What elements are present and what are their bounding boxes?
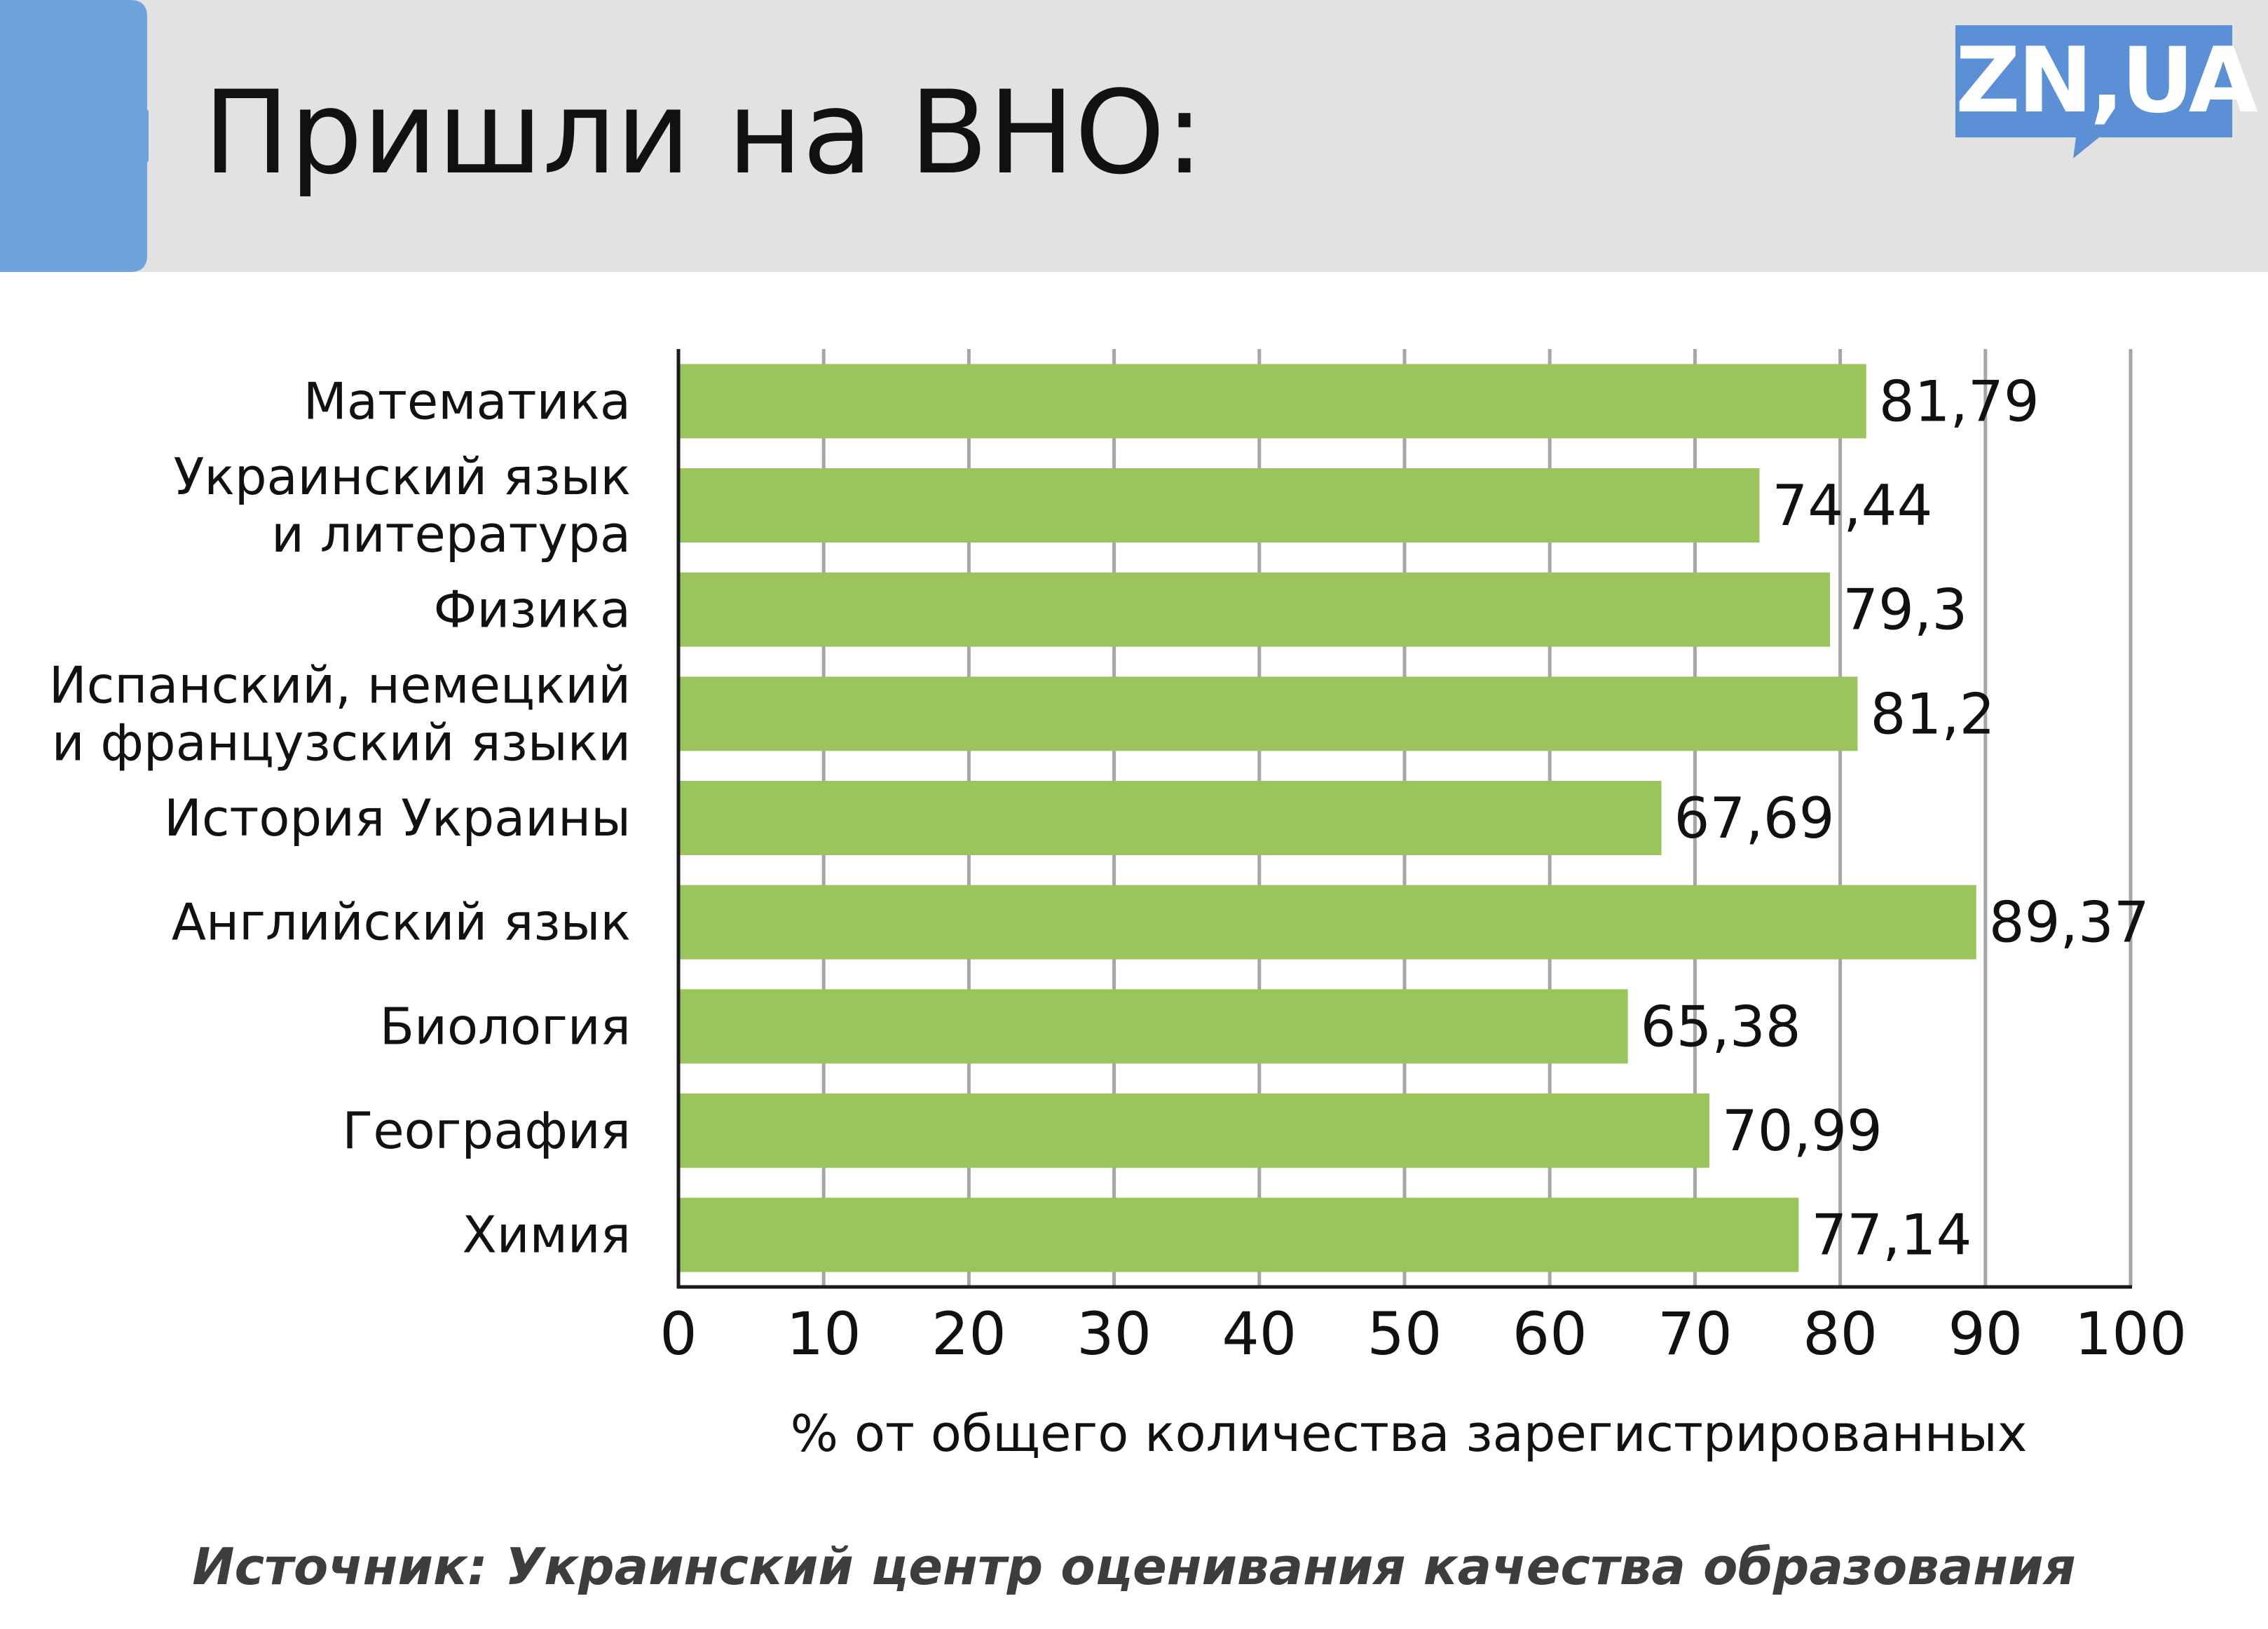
bars xyxy=(678,364,1976,1272)
x-tick-label: 50 xyxy=(1367,1300,1442,1368)
source-note: Источник: Украинский центр оценивания ка… xyxy=(192,1537,2076,1596)
data-label: 81,79 xyxy=(1879,369,2040,434)
category-label: Математика xyxy=(303,372,631,430)
category-label: География xyxy=(342,1101,631,1160)
page-title: Пришли на ВНО: xyxy=(203,66,1204,200)
x-tick-label: 60 xyxy=(1512,1300,1587,1368)
category-label: Испанский, немецкий и французский языки xyxy=(49,655,631,772)
category-label-line: Биология xyxy=(380,997,631,1056)
data-label: 79,3 xyxy=(1843,578,1967,643)
axes xyxy=(676,349,2132,1289)
category-label-line: Испанский, немецкий xyxy=(49,655,631,714)
x-tick-label: 100 xyxy=(2075,1300,2187,1368)
category-label-line: Английский язык xyxy=(172,893,631,952)
x-tick-label: 40 xyxy=(1222,1300,1297,1368)
data-label: 81,2 xyxy=(1870,681,1995,747)
category-label: Украинский язык и литература xyxy=(173,447,631,564)
data-label: 89,37 xyxy=(1989,890,2150,955)
bar xyxy=(678,781,1662,855)
data-label: 74,44 xyxy=(1772,473,1932,538)
bar xyxy=(678,364,1866,439)
data-label: 67,69 xyxy=(1674,786,1835,851)
category-label-line: Украинский язык xyxy=(173,447,631,506)
logo-speech-bubble-icon xyxy=(1955,25,2232,158)
header-accent-tab xyxy=(0,0,149,272)
bar xyxy=(678,572,1831,647)
bar xyxy=(678,989,1628,1064)
category-label: История Украины xyxy=(164,789,631,847)
x-tick-label: 0 xyxy=(660,1300,697,1368)
category-label-line: Математика xyxy=(303,372,631,430)
x-tick-label: 90 xyxy=(1948,1300,2023,1368)
category-label-line: История Украины xyxy=(164,789,631,847)
bar xyxy=(678,468,1760,543)
category-label-line: и французский языки xyxy=(52,713,631,772)
category-label: Биология xyxy=(380,997,631,1056)
bar xyxy=(678,1093,1709,1168)
category-label: Английский язык xyxy=(172,893,631,952)
header-accent-shape xyxy=(0,0,149,272)
x-tick-label: 70 xyxy=(1658,1300,1733,1368)
data-label: 77,14 xyxy=(1811,1203,1972,1268)
x-tick-label: 10 xyxy=(786,1300,861,1368)
bar xyxy=(678,1197,1799,1272)
labels: 0 10 20 30 40 50 60 70 80 90 100 81,79 Математика 74,… xyxy=(49,369,2187,1368)
category-label-line: География xyxy=(342,1101,631,1160)
x-tick-label: 30 xyxy=(1077,1300,1152,1368)
category-label-line: Химия xyxy=(462,1206,631,1265)
data-label: 65,38 xyxy=(1641,994,1801,1059)
category-label: Физика xyxy=(434,580,631,639)
data-label: 70,99 xyxy=(1722,1098,1883,1164)
category-label-line: и литература xyxy=(271,505,631,564)
category-label: Химия xyxy=(462,1206,631,1265)
bar xyxy=(678,676,1858,751)
bar xyxy=(678,885,1976,960)
x-tick-label: 80 xyxy=(1803,1300,1878,1368)
category-label-line: Физика xyxy=(434,580,631,639)
x-tick-label: 20 xyxy=(931,1300,1006,1368)
x-axis-title: % от общего количества зарегистрированны… xyxy=(791,1404,2028,1463)
